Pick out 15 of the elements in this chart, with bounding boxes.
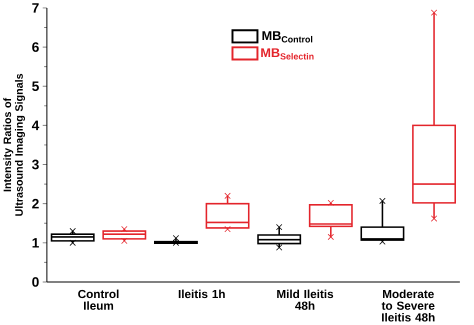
y-tick-label: 0 <box>32 277 39 287</box>
legend-label: MB$_{Selectin}$ <box>261 48 314 60</box>
legend-label: MB$_{Control}$ <box>262 31 312 43</box>
y-tick-label: 2 <box>32 198 39 209</box>
y-tick-label: 1 <box>32 238 39 248</box>
y-tick-label: 3 <box>32 160 39 170</box>
x-tick-label: Ileitis 1h <box>178 290 225 298</box>
x-tick-label: Mild Ileitis 48h <box>277 290 334 310</box>
y-tick-label: 4 <box>32 120 40 130</box>
y-tick-label: 6 <box>32 42 39 52</box>
y-tick-label: 5 <box>32 82 39 92</box>
y-tick-label: 7 <box>32 3 39 13</box>
x-tick-label: Moderate to Severe Ileitis 48h <box>382 290 434 322</box>
x-tick-label: Control Ileum <box>78 290 118 310</box>
y-axis-title: Intensity Ratios of Ultrasound Imaging Signals <box>3 74 25 216</box>
